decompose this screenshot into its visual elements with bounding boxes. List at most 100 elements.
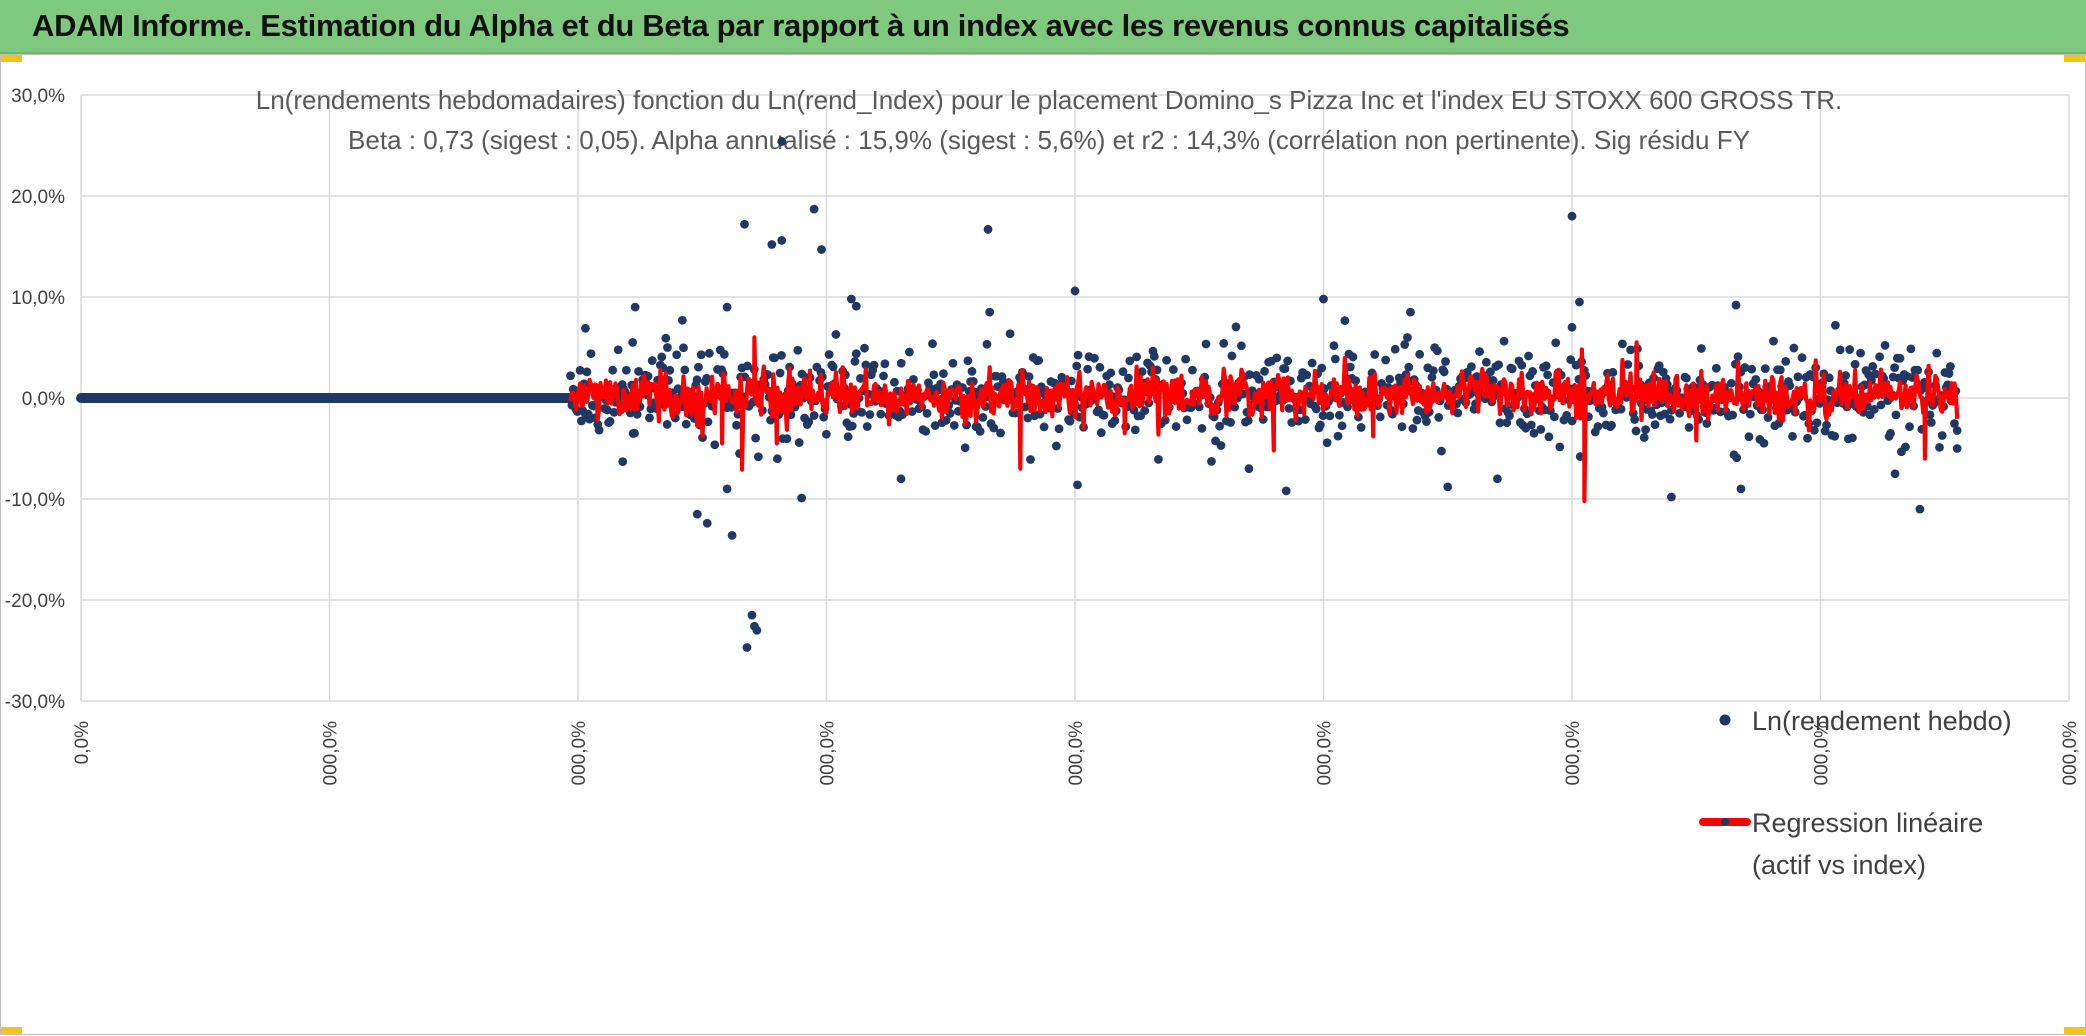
scatter-point xyxy=(1869,404,1879,414)
scatter-point xyxy=(1528,367,1538,376)
scatter-point xyxy=(985,307,995,317)
scatter-point xyxy=(704,348,714,358)
scatter-point xyxy=(1555,442,1565,452)
scatter-point xyxy=(1356,423,1366,432)
scatter-point xyxy=(1681,373,1691,383)
scatter-point xyxy=(628,338,638,347)
scatter-point xyxy=(1915,504,1925,514)
scatter-point xyxy=(1641,425,1650,435)
report-title: ADAM Informe. Estimation du Alpha et du … xyxy=(32,8,1570,43)
legend-regression-label: (actif vs index) xyxy=(1752,850,1926,880)
legend-scatter-label: Ln(rendement hebdo) xyxy=(1752,706,2012,736)
scatter-point xyxy=(963,356,973,366)
scatter-point xyxy=(1124,373,1133,383)
scatter-point xyxy=(1880,341,1890,350)
scatter-point xyxy=(1035,409,1045,419)
scatter-point xyxy=(1781,356,1791,366)
scatter-point xyxy=(1658,367,1668,377)
scatter-point xyxy=(847,421,857,431)
scatter-point xyxy=(1334,410,1344,420)
scatter-point xyxy=(1647,410,1657,419)
scatter-point xyxy=(1348,352,1358,362)
scatter-point xyxy=(1626,345,1635,355)
scatter-point xyxy=(922,408,932,418)
scatter-point xyxy=(1654,361,1664,371)
scatter-point xyxy=(1171,422,1181,431)
scatter-point xyxy=(1023,413,1033,423)
scatter-point xyxy=(865,410,875,419)
y-tick-label: -20,0% xyxy=(5,591,65,612)
scatter-point xyxy=(978,412,988,422)
scatter-point xyxy=(1397,422,1407,432)
scatter-point xyxy=(1526,420,1536,430)
scatter-point xyxy=(681,419,691,429)
scatter-point xyxy=(949,420,959,430)
scatter-point xyxy=(1319,294,1328,304)
scatter-point xyxy=(743,361,752,371)
scatter-point xyxy=(1160,415,1170,425)
scatter-point xyxy=(1073,350,1083,360)
scatter-point xyxy=(1945,362,1955,371)
scatter-point xyxy=(1244,464,1254,474)
scatter-point xyxy=(782,434,792,444)
scatter-point xyxy=(727,530,737,540)
scatter-point xyxy=(645,413,654,423)
scatter-point xyxy=(1562,410,1572,420)
scatter-point xyxy=(1181,354,1191,364)
scatter-point xyxy=(647,356,657,365)
scatter-point xyxy=(1317,363,1327,373)
scatter-point xyxy=(876,409,886,419)
scatter-point xyxy=(1432,346,1442,356)
scatter-point xyxy=(577,416,586,426)
scatter-point xyxy=(1106,368,1116,378)
scatter-point xyxy=(1381,355,1391,365)
scatter-point xyxy=(1118,367,1128,376)
scatter-point xyxy=(742,643,752,652)
scatter-point xyxy=(1667,492,1676,502)
scatter-point xyxy=(1944,369,1954,378)
x-tick-label: 000,0% xyxy=(1563,721,1584,786)
scatter-point xyxy=(793,345,803,355)
scatter-point xyxy=(1812,418,1822,428)
scatter-point xyxy=(752,625,762,635)
scatter-point xyxy=(1427,372,1437,382)
scatter-point xyxy=(1524,351,1533,361)
scatter-point xyxy=(1254,374,1264,384)
scatter-point xyxy=(663,343,672,352)
scatter-point xyxy=(1711,363,1721,373)
scatter-point xyxy=(722,302,732,312)
scatter-point xyxy=(1302,370,1312,380)
scatter-point xyxy=(1026,455,1035,464)
y-tick-label: -10,0% xyxy=(5,490,65,511)
scatter-point xyxy=(1370,350,1380,359)
scatter-point xyxy=(1895,353,1905,363)
scatter-point xyxy=(1850,359,1860,369)
scatter-point xyxy=(672,350,682,360)
scatter-point xyxy=(634,366,643,376)
scatter-point xyxy=(1544,432,1554,442)
scatter-point xyxy=(694,362,703,372)
scatter-point xyxy=(1311,404,1321,414)
scatter-point xyxy=(1231,322,1241,332)
scatter-point xyxy=(989,423,999,433)
x-tick-label: 000,0% xyxy=(1812,721,1833,786)
scatter-point xyxy=(809,411,819,420)
scatter-point xyxy=(1845,345,1855,354)
scatter-point xyxy=(1952,444,1962,453)
scatter-point xyxy=(777,351,786,360)
scatter-point xyxy=(1726,378,1736,388)
scatter-point xyxy=(581,323,590,333)
scatter-point xyxy=(609,408,619,417)
scatter-point xyxy=(1788,431,1797,441)
scatter-point xyxy=(896,358,906,368)
scatter-point xyxy=(1684,423,1694,432)
scatter-point xyxy=(1197,423,1207,433)
scatter-point xyxy=(1926,418,1936,427)
scatter-point xyxy=(1051,441,1061,451)
scatter-point xyxy=(1260,366,1269,376)
scatter-point xyxy=(1065,416,1075,426)
scatter-point xyxy=(1736,484,1746,494)
scatter-point xyxy=(860,343,869,353)
scatter-point xyxy=(1039,422,1049,432)
scatter-point xyxy=(1137,367,1147,377)
